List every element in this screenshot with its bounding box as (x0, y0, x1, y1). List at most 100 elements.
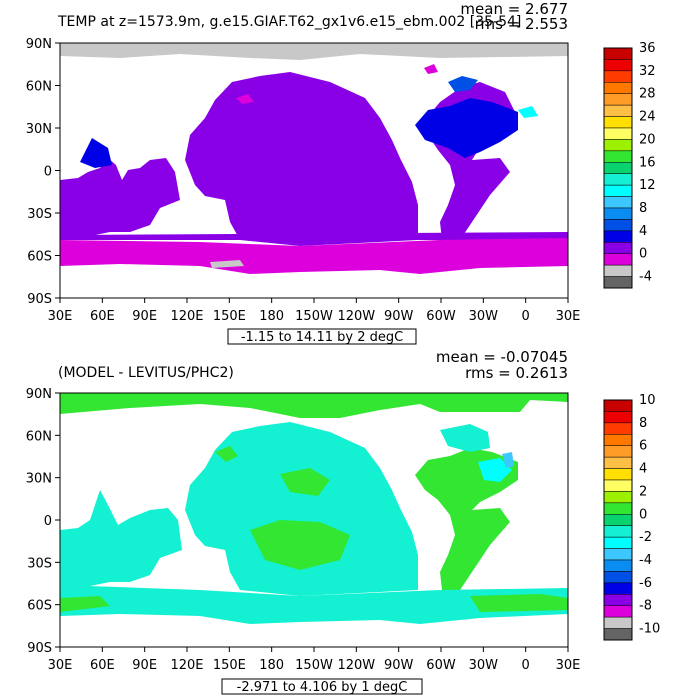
panel-1-colorbar-swatch (603, 82, 633, 94)
panel-1-lat-tick-label: 30N (26, 122, 52, 137)
panel-2-colorbar-label: 6 (639, 439, 647, 454)
panel-1-colorbar-label: 24 (639, 110, 656, 125)
panel-2-lat-tick-label: 60S (27, 599, 52, 614)
panel-1-lon-tick-label: 60W (426, 309, 456, 324)
panel-1-lat-tick-label: 90S (27, 292, 52, 307)
panel-1-lon-tick-label: 150E (213, 309, 246, 324)
panel-2-map (60, 393, 568, 647)
panel-2-colorbar-swatch (603, 594, 633, 606)
panel-1-colorbar-swatch (603, 196, 633, 209)
panel-2-arctic (60, 393, 568, 418)
panel-2-colorbar-swatch (603, 628, 633, 641)
panel-1-lat-tick-label: 0 (44, 165, 52, 180)
panel-2-lat-tick-label: 90S (27, 641, 52, 656)
panel-1-colorbar-swatch (603, 242, 633, 254)
panel-1-colorbar-swatch (603, 184, 633, 197)
panel-2-colorbar-swatch (603, 422, 633, 435)
panel-1-colorbar-label: -4 (639, 270, 652, 285)
panel-2-colorbar-label: -8 (639, 599, 652, 614)
panel-2-title: (MODEL - LEVITUS/PHC2) (58, 365, 234, 381)
panel-2-colorbar-swatch (603, 514, 633, 526)
panel-1-arabian-sea (80, 138, 112, 168)
panel-2-indian-ocean (60, 490, 182, 588)
panel-1-lat-tick-label: 30S (27, 207, 52, 222)
panel-2-lon-tick-label: 90E (132, 658, 157, 673)
panel-1-lon-tick-label: 90E (132, 309, 157, 324)
panel-2-lon-tick-label: 30W (469, 658, 499, 673)
panel-2-colorbar-label: 0 (639, 507, 647, 522)
panel-1-lon-axis: 30E 60E 90E 120E 150E 180 150W 120W 90W 60W 30W 0 30… (48, 298, 580, 324)
panel-2-colorbar-swatch (603, 502, 633, 515)
panel-1-mean: mean = 2.677 (460, 0, 568, 18)
panel-2-colorbar-label: 4 (639, 462, 647, 477)
panel-1-colorbar-swatch (603, 59, 633, 72)
panel-2-lat-tick-label: 0 (44, 514, 52, 529)
panel-1-colorbar-swatch (603, 70, 633, 83)
panel-1-colorbar-swatch (603, 173, 633, 186)
panel-1-colorbar-swatch (603, 264, 633, 277)
panel-1-lon-tick-label: 180 (259, 309, 284, 324)
panel-1-colorbar-label: 20 (639, 132, 656, 147)
panel-2-colorbar: 10 8 6 4 2 0 -2 -4 -6 -8 -10 (603, 393, 660, 641)
panel-1-north-atlantic (415, 98, 518, 158)
panel-2-colorbar-swatch (603, 491, 633, 504)
panel-2-rms: rms = 0.2613 (465, 364, 568, 382)
panel-1-colorbar-label: 36 (639, 41, 656, 56)
panel-2-colorbar-swatch (603, 479, 633, 492)
panel-2-colorbar-label: 2 (639, 484, 647, 499)
panel-1-colorbar-swatch (603, 162, 633, 174)
panel-1-colorbar-label: 32 (639, 64, 656, 79)
panel-1-title: TEMP at z=1573.9m, g.e15.GIAF.T62_gx1v6.… (57, 14, 521, 30)
panel-2-lon-tick-label: 0 (522, 658, 530, 673)
panel-2-lon-tick-label: 120W (337, 658, 375, 673)
panel-2-lat-tick-label: 90N (26, 387, 52, 402)
panel-1-colorbar-label: 28 (639, 87, 656, 102)
panel-1: TEMP at z=1573.9m, g.e15.GIAF.T62_gx1v6.… (26, 0, 656, 345)
panel-1-lat-tick-label: 60N (26, 80, 52, 95)
panel-2-lon-tick-label: 180 (259, 658, 284, 673)
panel-2-colorbar-label: -2 (639, 530, 652, 545)
panel-1-lat-tick-label: 90N (26, 37, 52, 52)
panel-2-pacific-ocean (185, 422, 418, 596)
panel-2-lat-tick-label: 30S (27, 556, 52, 571)
panel-2-colorbar-label: -6 (639, 576, 652, 591)
panel-1-colorbar-swatch (603, 127, 633, 140)
panel-1-range-box (227, 328, 417, 345)
panel-2-lon-tick-label: 120E (170, 658, 203, 673)
panel-1-colorbar-label: 0 (639, 247, 647, 262)
panel-2-colorbar-label: 10 (639, 393, 656, 408)
panel-2-range-label: -2.971 to 4.106 by 1 degC (237, 680, 408, 695)
panel-2-colorbar-swatch (603, 605, 633, 618)
panel-1-colorbar-swatch (603, 276, 633, 289)
panel-2-lon-tick-label: 150E (213, 658, 246, 673)
panel-2-colorbar-label: 8 (639, 416, 647, 431)
panel-1-colorbar-label: 16 (639, 155, 656, 170)
panel-1-colorbar-swatch (603, 219, 633, 232)
panel-1-colorbar-label: 4 (639, 224, 647, 239)
panel-2-colorbar-label: -10 (639, 622, 660, 637)
panel-1-colorbar-swatch (603, 93, 633, 106)
panel-1-colorbar-label: 8 (639, 201, 647, 216)
panel-1-colorbar-swatch (603, 116, 633, 129)
panel-1-colorbar: 36 32 28 24 20 16 12 8 4 0 -4 (603, 41, 656, 289)
panel-2-colorbar-swatch (603, 536, 633, 549)
panel-1-lon-tick-label: 120W (337, 309, 375, 324)
panel-1-lat-tick-label: 60S (27, 250, 52, 265)
panel-1-range-label: -1.15 to 14.11 by 2 degC (241, 330, 403, 345)
panel-2-lon-tick-label: 30E (556, 658, 581, 673)
panel-2-colorbar-swatch (603, 616, 633, 629)
panel-2-southern-ocean (60, 585, 568, 624)
panel-1-map (60, 43, 568, 298)
panel-2-colorbar-swatch (603, 571, 633, 584)
panel-2-colorbar-swatch (603, 582, 633, 595)
panel-2-range-box (221, 678, 423, 695)
panel-2-colorbar-swatch (603, 434, 633, 446)
panel-2-colorbar-swatch (603, 559, 633, 572)
panel-1-colorbar-swatch (603, 253, 633, 266)
panel-2-lon-axis: 30E 60E 90E 120E 150E 180 150W 120W 90W 60W 30W 0 30… (48, 647, 581, 673)
panel-2-lon-tick-label: 90W (384, 658, 414, 673)
panel-1-lon-tick-label: 90W (384, 309, 414, 324)
panel-2-mean: mean = -0.07045 (436, 348, 568, 366)
panel-1-colorbar-swatch (603, 47, 633, 60)
